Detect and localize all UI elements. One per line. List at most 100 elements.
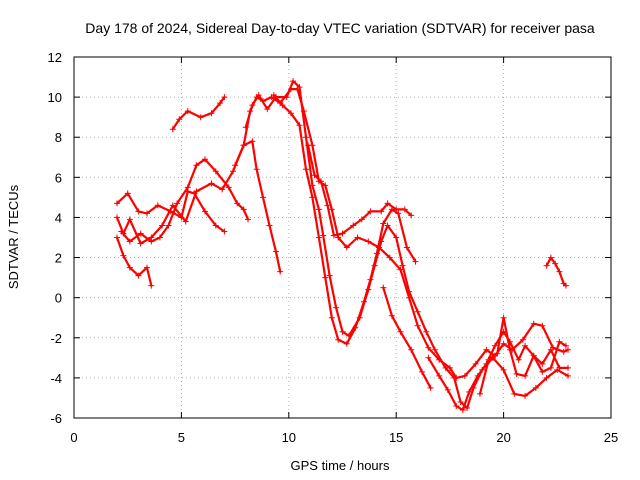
data-point [148,282,155,289]
data-point [324,202,331,209]
data-point [126,216,133,223]
data-point [135,272,142,279]
data-point [208,110,215,117]
data-point [328,206,335,213]
y-tick-label: 6 [55,170,62,185]
data-point [472,360,479,367]
data-point [191,190,198,197]
data-point [322,182,329,189]
data-point [365,238,372,245]
data-point [358,216,365,223]
data-point [219,186,226,193]
data-point [477,390,483,397]
data-point [124,190,131,197]
data-point [221,228,228,235]
data-point [408,212,415,219]
data-point [178,214,185,221]
data-point [399,262,406,269]
data-point [562,342,569,349]
data-point [303,134,309,141]
series-track-3 [114,188,228,235]
data-point [287,110,294,117]
data-point [144,210,150,217]
data-point [212,222,219,229]
data-point [169,126,176,133]
data-point [451,374,458,381]
data-point [174,200,181,207]
data-point [543,262,550,269]
data-point [253,166,260,173]
data-point [442,364,449,371]
data-point [154,202,161,209]
data-point [315,234,322,241]
data-point [522,372,529,379]
data-point [260,194,266,201]
x-tick-label: 15 [389,430,403,445]
data-point [169,202,176,209]
data-point [384,222,391,229]
data-point [296,122,303,129]
data-point [264,106,271,113]
data-point [135,208,142,215]
data-point [221,94,228,101]
series-track-10 [380,284,434,391]
data-point [354,234,361,241]
x-tick-label: 20 [496,430,510,445]
data-point [547,364,554,371]
data-point [249,102,256,109]
data-point [425,344,432,351]
data-point [401,206,408,213]
data-point [556,364,563,371]
data-point [361,298,367,305]
data-point [290,78,297,85]
data-point [565,346,571,353]
data-point [234,200,241,207]
data-point [184,184,191,191]
data-point [423,328,430,335]
data-point [167,208,174,215]
data-point [184,108,191,115]
series-track-4 [118,156,251,245]
data-point [176,116,183,123]
data-point [277,268,284,275]
data-point [350,222,357,229]
data-point [144,264,150,271]
y-tick-label: -2 [50,331,62,346]
data-point [494,350,501,357]
data-point [519,336,526,343]
data-point [500,340,507,347]
series-line [545,256,568,287]
data-point [380,220,387,227]
data-point [343,340,350,347]
data-point [118,228,125,235]
data-point [318,178,324,185]
data-point [388,312,395,319]
data-point [255,92,262,99]
plot-frame [73,56,612,419]
grid-lines [74,57,611,418]
data-point [305,142,312,149]
series-track-2 [114,234,155,289]
data-point [444,386,451,393]
data-point [126,238,133,245]
data-point [320,232,327,239]
data-point [530,352,537,359]
data-point [165,222,172,229]
data-point [378,208,385,215]
series-track-8 [270,92,419,347]
data-point [507,346,513,353]
series-track-9 [305,142,415,239]
data-point [386,254,393,261]
series-track-13 [543,254,569,289]
data-point [208,180,215,187]
data-point [406,288,413,295]
data-point [159,222,166,229]
data-point [339,230,346,237]
data-point [315,206,322,213]
x-tick-label: 25 [604,430,618,445]
data-point [466,388,473,395]
data-point [120,252,127,259]
data-point [500,366,507,373]
data-point [296,84,303,91]
series-line [307,144,413,237]
